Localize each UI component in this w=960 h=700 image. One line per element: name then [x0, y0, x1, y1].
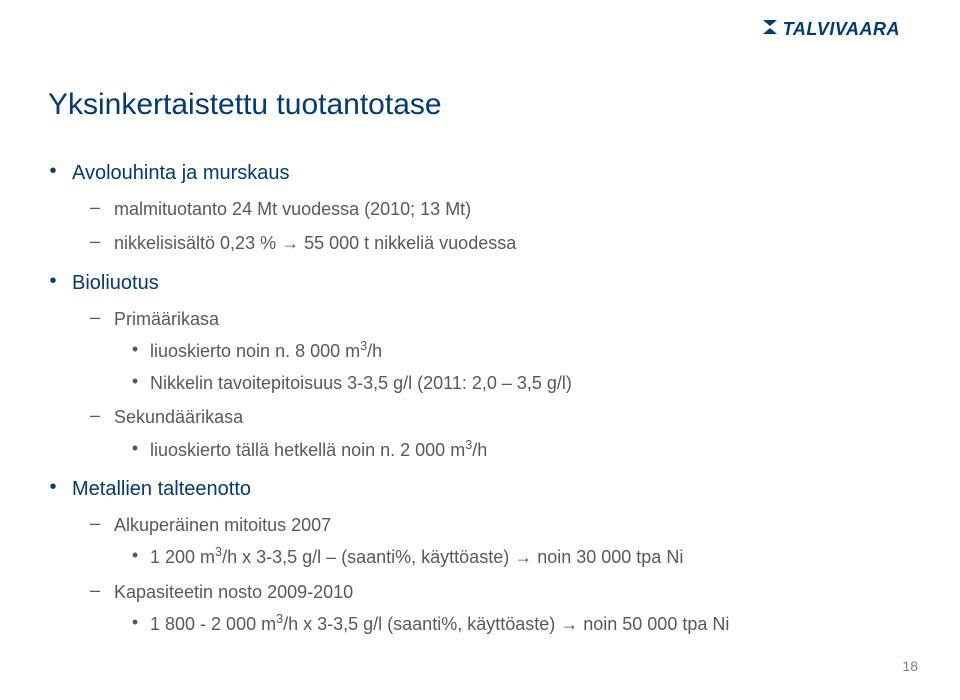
list-item-text: Alkuperäinen mitoitus 2007 — [114, 513, 331, 537]
list-item: • liuoskierto noin n. 8 000 m3/h — [130, 339, 900, 363]
logo-triangle-top — [763, 20, 777, 26]
list-item: • Nikkelin tavoitepitoisuus 3-3,5 g/l (20… — [130, 371, 900, 395]
dash-bullet-icon: – — [90, 405, 104, 426]
dash-bullet-icon: – — [90, 307, 104, 328]
list-item: • Avolouhinta ja murskaus –malmituotanto 2… — [48, 160, 900, 256]
list-item: –nikkelisisältö 0,23 % → 55 000 t nikkel… — [90, 231, 900, 255]
bullet-sublist: • liuoskierto noin n. 8 000 m3/h • Nikkelin… — [130, 339, 900, 396]
dot-bullet-icon: • — [48, 270, 58, 293]
dot-bullet-icon: • — [130, 545, 140, 566]
dash-bullet-icon: – — [90, 197, 104, 218]
list-item: –Primäärikasa • liuoskierto noin n. 8 000 … — [90, 307, 900, 396]
logo-text: TALVIVAARA — [783, 19, 900, 40]
list-item-text: Nikkelin tavoitepitoisuus 3-3,5 g/l (201… — [150, 371, 572, 395]
list-item-text: 1 800 - 2 000 m3/h x 3-3,5 g/l (saanti%,… — [150, 612, 729, 636]
page-number: 18 — [902, 658, 918, 674]
dot-bullet-icon: • — [48, 160, 58, 183]
bullet-sublist: –Primäärikasa•liuoskierto noin n. 8 000 … — [90, 307, 900, 462]
dash-bullet-icon: – — [90, 580, 104, 601]
dot-bullet-icon: • — [130, 612, 140, 633]
list-item: –malmituotanto 24 Mt vuodessa (2010; 13 … — [90, 197, 900, 221]
list-item-text: Kapasiteetin nosto 2009-2010 — [114, 580, 353, 604]
list-item-text: liuoskierto tällä hetkellä noin n. 2 000… — [150, 438, 487, 462]
list-item: –Sekundäärikasa • liuoskierto tällä hetkel… — [90, 405, 900, 462]
bullet-sublist: • 1 800 - 2 000 m3/h x 3-3,5 g/l (saanti%… — [130, 612, 900, 636]
list-item-text: 1 200 m3/h x 3-3,5 g/l – (saanti%, käytt… — [150, 545, 683, 569]
list-item-text: liuoskierto noin n. 8 000 m3/h — [150, 339, 382, 363]
list-item: • 1 800 - 2 000 m3/h x 3-3,5 g/l (saanti%… — [130, 612, 900, 636]
list-item-text: Sekundäärikasa — [114, 405, 243, 429]
dash-bullet-icon: – — [90, 513, 104, 534]
logo-triangle-bottom — [763, 28, 777, 34]
list-item-text: Metallien talteenotto — [72, 476, 251, 503]
logo-mark-icon — [761, 18, 779, 41]
bullet-sublist: • 1 200 m3/h x 3-3,5 g/l – (saanti%, käyt… — [130, 545, 900, 569]
list-item-text: Avolouhinta ja murskaus — [72, 160, 290, 187]
list-item: –Alkuperäinen mitoitus 2007 • 1 200 m3/h x… — [90, 513, 900, 570]
dot-bullet-icon: • — [130, 438, 140, 459]
dash-bullet-icon: – — [90, 231, 104, 252]
list-item-text: Bioliuotus — [72, 270, 159, 297]
bullet-sublist: • liuoskierto tällä hetkellä noin n. 2 00… — [130, 438, 900, 462]
list-item: •Bioliuotus–Primäärikasa•liuoskierto noi… — [48, 270, 900, 462]
dot-bullet-icon: • — [130, 339, 140, 360]
slide-content: •Avolouhinta ja murskaus–malmituotanto 2… — [48, 160, 900, 650]
list-item: •Metallien talteenotto–Alkuperäinen mito… — [48, 476, 900, 636]
list-item: • 1 200 m3/h x 3-3,5 g/l – (saanti%, käyt… — [130, 545, 900, 569]
page-title: Yksinkertaistettu tuotantotase — [48, 88, 442, 122]
list-item: –Kapasiteetin nosto 2009-2010 • 1 800 - 2 … — [90, 580, 900, 637]
list-item-text: malmituotanto 24 Mt vuodessa (2010; 13 M… — [114, 197, 471, 221]
bullet-sublist: –Alkuperäinen mitoitus 2007•1 200 m3/h x… — [90, 513, 900, 636]
list-item-text: nikkelisisältö 0,23 % → 55 000 t nikkeli… — [114, 231, 516, 255]
list-item-text: Primäärikasa — [114, 307, 219, 331]
dot-bullet-icon: • — [130, 371, 140, 392]
bullet-sublist: –malmituotanto 24 Mt vuodessa (2010; 13 … — [90, 197, 900, 256]
bullet-list: •Avolouhinta ja murskaus–malmituotanto 2… — [48, 160, 900, 636]
dot-bullet-icon: • — [48, 476, 58, 499]
list-item: • liuoskierto tällä hetkellä noin n. 2 00… — [130, 438, 900, 462]
brand-logo: TALVIVAARA — [761, 18, 900, 41]
